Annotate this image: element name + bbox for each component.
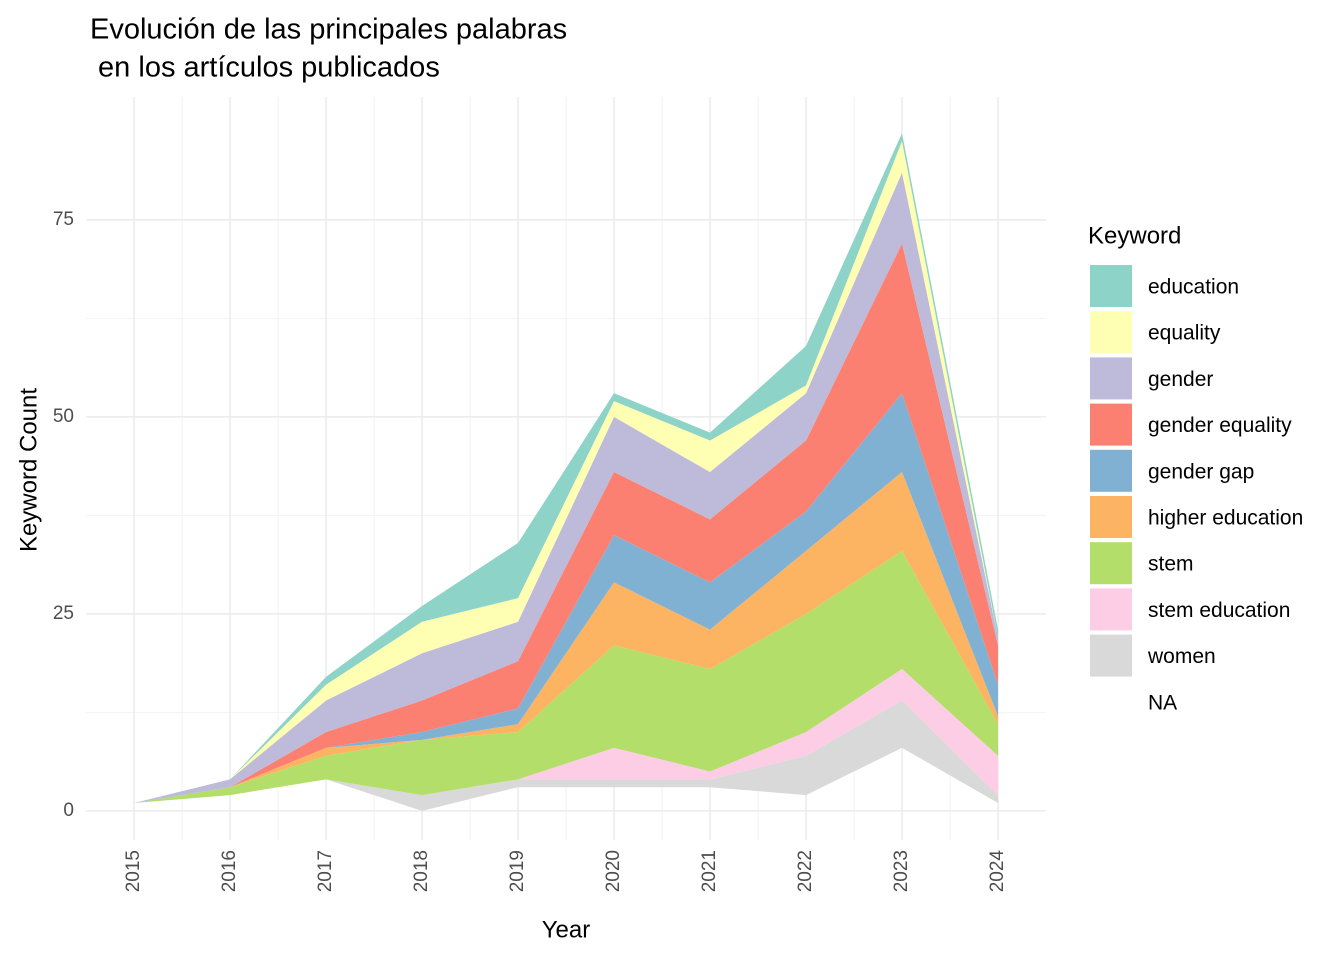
x-tick-label: 2017	[315, 850, 336, 892]
legend-label: gender equality	[1148, 414, 1292, 437]
x-tick-label: 2022	[795, 850, 816, 892]
legend-key	[1090, 634, 1132, 677]
legend-key	[1090, 496, 1132, 538]
x-tick-label: 2015	[123, 850, 144, 892]
legend-label: gender	[1148, 368, 1213, 391]
x-tick-label: 2019	[507, 850, 528, 892]
legend-key	[1090, 542, 1132, 585]
legend-key	[1090, 588, 1132, 631]
area	[134, 393, 998, 803]
y-tick-label: 25	[53, 603, 74, 624]
legend-label: NA	[1148, 691, 1177, 714]
area	[134, 669, 998, 803]
area	[134, 700, 998, 811]
legend-label: women	[1147, 645, 1216, 668]
x-tick-label: 2021	[699, 850, 720, 892]
y-tick-label: 75	[53, 209, 74, 230]
y-tick-label: 50	[53, 406, 74, 427]
area	[134, 243, 998, 803]
area	[134, 550, 998, 803]
y-axis-label: Keyword Count	[15, 388, 42, 552]
x-tick-label: 2023	[891, 850, 912, 892]
area	[134, 472, 998, 803]
legend-key	[1090, 449, 1132, 492]
legend-label: equality	[1148, 322, 1221, 345]
area	[134, 141, 998, 803]
y-tick-label: 0	[63, 800, 74, 821]
legend-title: Keyword	[1088, 222, 1181, 249]
x-tick-label: 2024	[987, 850, 1008, 893]
area	[134, 133, 998, 803]
chart-title: Evolución de las principales palabras	[90, 14, 567, 46]
legend-label: stem education	[1148, 599, 1290, 622]
x-tick-label: 2018	[411, 850, 432, 892]
x-tick-label: 2016	[219, 850, 240, 892]
legend-key	[1090, 311, 1132, 354]
legend-key	[1090, 357, 1132, 400]
legend-key	[1090, 681, 1132, 723]
x-tick-label: 2020	[603, 850, 624, 892]
legend-label: education	[1148, 276, 1239, 299]
chart-title: en los artículos publicados	[90, 52, 440, 84]
legend-label: higher education	[1148, 507, 1303, 530]
legend-label: gender gap	[1148, 460, 1254, 483]
legend-key	[1090, 403, 1132, 446]
x-axis-label: Year	[542, 916, 591, 943]
legend-key	[1090, 265, 1132, 307]
area	[134, 172, 998, 803]
legend-label: stem	[1148, 553, 1194, 576]
